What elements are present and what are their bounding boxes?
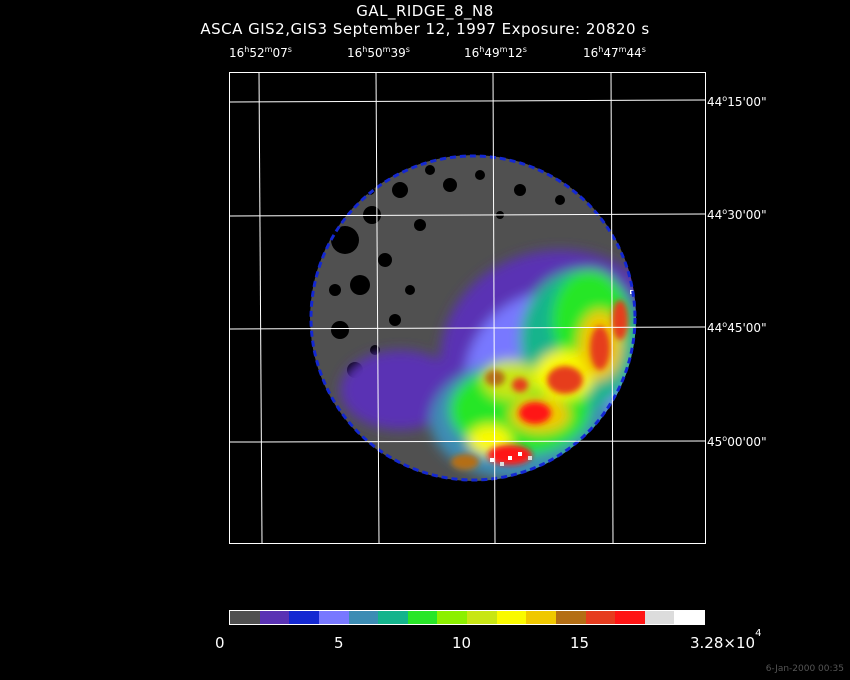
colorbar-swatch bbox=[318, 611, 349, 625]
colorbar-max-label: 3.28×104 bbox=[690, 628, 762, 652]
colorbar-tick-10: 10 bbox=[452, 634, 472, 652]
footer-timestamp: 6-Jan-2000 00:35 bbox=[765, 664, 844, 674]
dec-label-1: 44o15'00" bbox=[707, 94, 767, 109]
dec-label-2: 44o30'00" bbox=[707, 207, 767, 222]
ra-label-3: 16h49m12s bbox=[464, 45, 527, 60]
ra-label-1: 16h52m07s bbox=[229, 45, 292, 60]
ra-label-2: 16h50m39s bbox=[347, 45, 410, 60]
field-edge bbox=[309, 154, 637, 482]
colorbar-swatch bbox=[644, 611, 675, 625]
colorbar-swatch bbox=[407, 611, 438, 625]
colorbar-swatch bbox=[259, 611, 290, 625]
colorbar-tick-0: 0 bbox=[215, 634, 225, 652]
colorbar-swatch bbox=[496, 611, 527, 625]
colorbar-swatch bbox=[555, 611, 586, 625]
colorbar-swatch bbox=[615, 611, 646, 625]
colorbar-swatch bbox=[674, 611, 705, 625]
colorbar-swatch bbox=[437, 611, 468, 625]
ra-label-4: 16h47m44s bbox=[583, 45, 646, 60]
colorbar-swatch bbox=[348, 611, 379, 625]
colorbar-swatch bbox=[230, 611, 260, 625]
colorbar-frame bbox=[229, 610, 705, 625]
image-subtitle: ASCA GIS2,GIS3 September 12, 1997 Exposu… bbox=[200, 20, 650, 38]
dec-label-3: 44o45'00" bbox=[707, 320, 767, 335]
colorbar-swatch bbox=[526, 611, 557, 625]
plot-frame bbox=[229, 72, 706, 544]
dec-label-4: 45o00'00" bbox=[707, 434, 767, 449]
colorbar-swatch bbox=[289, 611, 320, 625]
colorbar-tick-5: 5 bbox=[334, 634, 344, 652]
image-title: GAL_RIDGE_8_N8 bbox=[356, 2, 494, 20]
colorbar-swatch bbox=[467, 611, 497, 625]
coordinate-grid bbox=[228, 71, 706, 544]
colorbar-tick-15: 15 bbox=[570, 634, 590, 652]
colorbar-swatch bbox=[378, 611, 409, 625]
colorbar-swatch bbox=[585, 611, 616, 625]
